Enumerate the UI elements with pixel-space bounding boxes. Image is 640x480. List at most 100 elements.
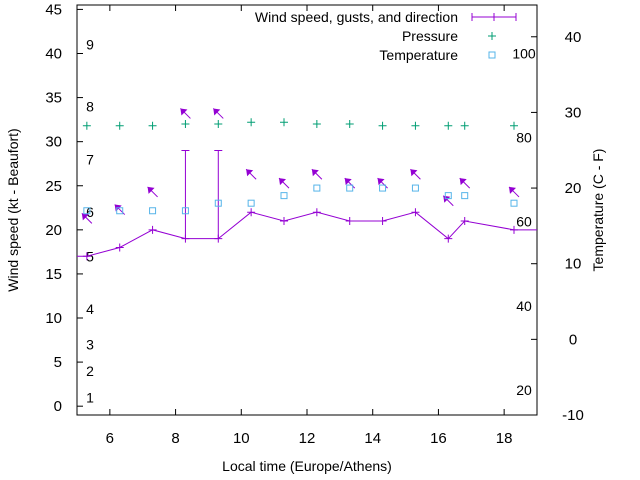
y-axis-label: Wind speed (kt - Beaufort) <box>5 128 21 291</box>
x-tick-label: 16 <box>430 430 447 447</box>
temperature-point <box>313 184 321 192</box>
wind-speed-point <box>345 217 354 226</box>
wind-direction-arrowhead <box>213 108 221 116</box>
x-tick-label: 12 <box>299 430 316 447</box>
y-tick-label: 20 <box>45 222 62 239</box>
x-tick-label: 18 <box>496 430 513 447</box>
temperature-point <box>379 184 387 192</box>
pressure-point <box>181 120 190 129</box>
pressure-point <box>510 121 518 130</box>
y-tick-label: 30 <box>45 134 62 151</box>
pressure-point <box>345 120 354 129</box>
wind-speed-point <box>444 234 453 243</box>
pressure-point <box>460 121 469 130</box>
legend: Wind speed, gusts, and direction Pressure… <box>255 9 517 63</box>
fahrenheit-label: 20 <box>516 382 532 398</box>
wind-speed-point <box>280 217 288 226</box>
y2-tick-label: -10 <box>562 407 584 424</box>
temperature-point <box>280 192 288 200</box>
beaufort-label: 8 <box>86 98 94 114</box>
pressure-point <box>247 118 256 127</box>
beaufort-label: 1 <box>86 389 94 405</box>
y-tick-label: 5 <box>54 354 62 371</box>
beaufort-label: 4 <box>86 301 94 317</box>
temperature-point <box>247 199 255 207</box>
wind-direction-arrowhead <box>377 178 385 186</box>
temperature-point <box>181 207 189 215</box>
fahrenheit-label: 40 <box>516 298 532 314</box>
y2-tick-label: 30 <box>565 104 582 121</box>
wind-speed-point <box>312 208 321 217</box>
y-tick-label: 15 <box>45 266 62 283</box>
pressure-point <box>148 121 157 130</box>
fahrenheit-label: 80 <box>516 129 532 145</box>
wind-direction-arrowhead <box>180 108 188 116</box>
pressure-point <box>214 120 223 129</box>
gust-bar <box>214 149 223 239</box>
pressure-point <box>444 121 453 130</box>
y2-tick-label: 0 <box>569 331 577 348</box>
y-tick-label: 25 <box>45 178 62 195</box>
beaufort-label: 7 <box>86 151 94 167</box>
wind-speed-point <box>247 208 256 217</box>
legend-label: Temperature <box>379 47 458 63</box>
plot-frame-group <box>76 4 538 416</box>
plot-frame <box>76 4 538 416</box>
x-tick-label: 6 <box>106 430 114 447</box>
temperature-point <box>346 184 354 192</box>
y2-axis-label: Temperature (C - F) <box>590 149 606 272</box>
wind-speed-point <box>378 217 387 226</box>
x-axis-label: Local time (Europe/Athens) <box>222 458 392 474</box>
pressure-point <box>411 121 420 130</box>
wind-direction-arrowhead <box>459 178 467 186</box>
axis-ticks-group: 6 8 10 12 14 16 18051015202530354045-100102030… <box>45 1 584 447</box>
y-tick-label: 10 <box>45 310 62 327</box>
wind-speed-point <box>82 252 91 261</box>
wind-speed-point <box>460 217 469 226</box>
temperature-point <box>149 207 157 215</box>
y-tick-label: 35 <box>45 90 62 107</box>
wind-direction-arrowhead <box>246 169 254 177</box>
y-tick-label: 40 <box>45 45 62 62</box>
temperature-point <box>444 192 452 200</box>
temperature-point <box>214 199 222 207</box>
pressure-point <box>378 121 387 130</box>
fahrenheit-label: 100 <box>512 45 536 61</box>
pressure-point <box>312 120 321 129</box>
y2-tick-label: 40 <box>565 29 582 46</box>
wind-speed-point <box>115 243 124 252</box>
gust-bar <box>181 149 190 239</box>
fahrenheit-label: 60 <box>516 213 532 229</box>
wind-direction-arrowhead <box>81 213 89 221</box>
wind-direction-arrowhead <box>344 178 352 186</box>
wind-speed-line <box>77 211 537 257</box>
beaufort-label: 2 <box>86 363 94 379</box>
x-tick-label: 8 <box>171 430 179 447</box>
temperature-point <box>83 207 91 215</box>
wind-direction-arrowhead <box>410 169 418 177</box>
beaufort-label: 9 <box>86 37 94 53</box>
wind-direction-arrowhead <box>509 186 516 194</box>
y-tick-label: 0 <box>54 398 62 415</box>
wind-speed-point <box>510 225 518 234</box>
legend-label: Wind speed, gusts, and direction <box>255 9 458 25</box>
y2-tick-label: 20 <box>565 180 582 197</box>
temperature-point <box>411 184 419 192</box>
temperature-point <box>116 207 124 215</box>
axis-labels-group: Local time (Europe/Athens) Wind speed (k… <box>5 128 606 474</box>
legend-swatch-pressure <box>488 32 496 40</box>
pressure-point <box>280 118 288 127</box>
wind-speed-point <box>411 208 420 217</box>
temperature-point <box>510 199 518 207</box>
pressure-point <box>82 121 91 130</box>
temperature-point <box>461 192 469 200</box>
legend-swatch-wind <box>471 13 517 21</box>
pressure-point <box>115 121 124 130</box>
x-tick-label: 14 <box>364 430 381 447</box>
wind-direction-arrowhead <box>147 186 155 194</box>
legend-label: Pressure <box>402 28 458 44</box>
y-tick-label: 45 <box>45 1 62 18</box>
wind-speed-point <box>148 225 157 234</box>
x-tick-label: 10 <box>233 430 250 447</box>
